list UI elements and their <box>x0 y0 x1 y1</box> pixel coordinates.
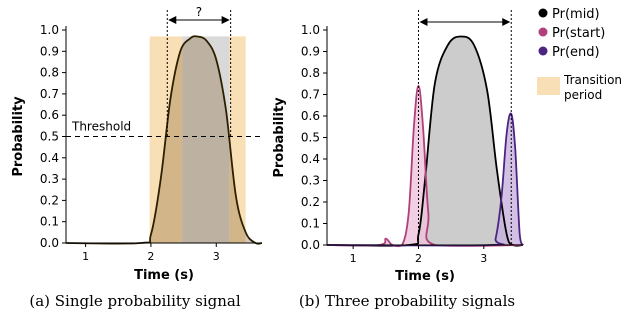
chart-a-caption: (a) Single probability signal <box>29 292 241 310</box>
mid-probability-area <box>327 36 523 246</box>
chart-a-y-tick-label: 0.2 <box>40 193 59 207</box>
chart-b-y-tick-label: 0.0 <box>301 238 320 252</box>
legend-label-start: Pr(start) <box>552 26 605 41</box>
chart-b-x-tick-label: 3 <box>480 252 487 265</box>
chart-b-y-tick-label: 0.7 <box>301 88 320 102</box>
threshold-label: Threshold <box>71 120 131 134</box>
legend-label-mid: Pr(mid) <box>552 7 600 22</box>
chart-b-y-tick-label: 0.6 <box>301 109 320 123</box>
chart-b-y-tick-label: 0.8 <box>301 66 320 80</box>
chart-a-y-tick-label: 0.3 <box>40 172 59 186</box>
chart-a-x-tick-label: 2 <box>147 250 154 263</box>
legend-item-transition: Transition period <box>537 73 622 102</box>
chart-b-y-tick-label: 1.0 <box>301 23 320 37</box>
chart-b-x-axis-label: Time (s) <box>395 269 455 284</box>
chart-a-axes: 0.0 0.1 0.2 0.3 0.4 0.5 0.6 0.7 0.8 0.9 1.0 1 2 3 <box>40 23 262 263</box>
stable-band <box>182 36 230 243</box>
chart-b: 0.0 0.1 0.2 0.3 0.4 0.5 0.6 0.7 0.8 0.9 1.0 1 2 3 Tim… <box>272 10 524 310</box>
transition-band <box>229 36 246 243</box>
legend-item-end: Pr(end) <box>538 45 600 60</box>
mid-probability-line <box>65 35 263 245</box>
chart-b-y-tick-label: 0.2 <box>301 195 320 209</box>
start-probability-line <box>326 84 524 248</box>
legend-marker-mid <box>538 8 548 18</box>
legend: Pr(mid) Pr(start) Pr(end) Transition per… <box>537 7 622 102</box>
legend-item-mid: Pr(mid) <box>538 7 600 22</box>
chart-b-y-tick-label: 0.3 <box>301 174 320 188</box>
chart-b-caption: (b) Three probability signals <box>299 292 515 310</box>
mid-probability-area <box>66 36 262 244</box>
segment-markers <box>417 10 512 245</box>
legend-label-transition: Transition <box>563 73 622 87</box>
chart-a-y-tick-label: 0.5 <box>40 130 59 144</box>
chart-a-x-axis-label: Time (s) <box>134 268 194 283</box>
chart-a-y-tick-label: 0.9 <box>40 44 59 58</box>
chart-b-y-axis-label: Probability <box>272 97 287 178</box>
legend-swatch-transition <box>537 77 560 95</box>
legend-label-period: period <box>564 88 602 102</box>
chart-a-y-tick-label: 0.4 <box>40 151 59 165</box>
legend-label-end: Pr(end) <box>552 45 600 60</box>
chart-b-y-tick-label: 0.5 <box>301 131 320 145</box>
chart-a-y-tick-label: 0.8 <box>40 66 59 80</box>
chart-b-x-tick-label: 2 <box>415 252 422 265</box>
chart-b-y-tick-label: 0.4 <box>301 152 320 166</box>
chart-a-y-tick-label: 0.6 <box>40 108 59 122</box>
chart-b-axes: 0.0 0.1 0.2 0.3 0.4 0.5 0.6 0.7 0.8 0.9 1.0 1 2 3 <box>301 23 523 265</box>
chart-a-y-tick-label: 0.7 <box>40 87 59 101</box>
uncertainty-annotation: ? <box>166 5 232 137</box>
end-probability-area <box>327 113 523 246</box>
chart-a-y-tick-label: 0.0 <box>40 236 59 250</box>
chart-a-x-tick-label: 1 <box>82 250 89 263</box>
question-mark: ? <box>196 5 202 19</box>
chart-a-y-axis-label: Probability <box>11 96 26 177</box>
chart-a-y-tick-label: 0.1 <box>40 215 59 229</box>
chart-a: Threshold ? 0.00.10.20.30.40.50.60.70.80… <box>11 5 263 310</box>
legend-marker-end <box>538 46 548 56</box>
chart-b-y-tick-label: 0.1 <box>301 217 320 231</box>
legend-item-start: Pr(start) <box>538 26 605 41</box>
legend-marker-start <box>538 27 548 37</box>
chart-b-y-tick-label: 0.9 <box>301 45 320 59</box>
chart-b-x-tick-label: 1 <box>350 252 357 265</box>
chart-a-x-tick-label: 3 <box>213 250 220 263</box>
chart-a-y-tick-label: 1.0 <box>40 23 59 37</box>
